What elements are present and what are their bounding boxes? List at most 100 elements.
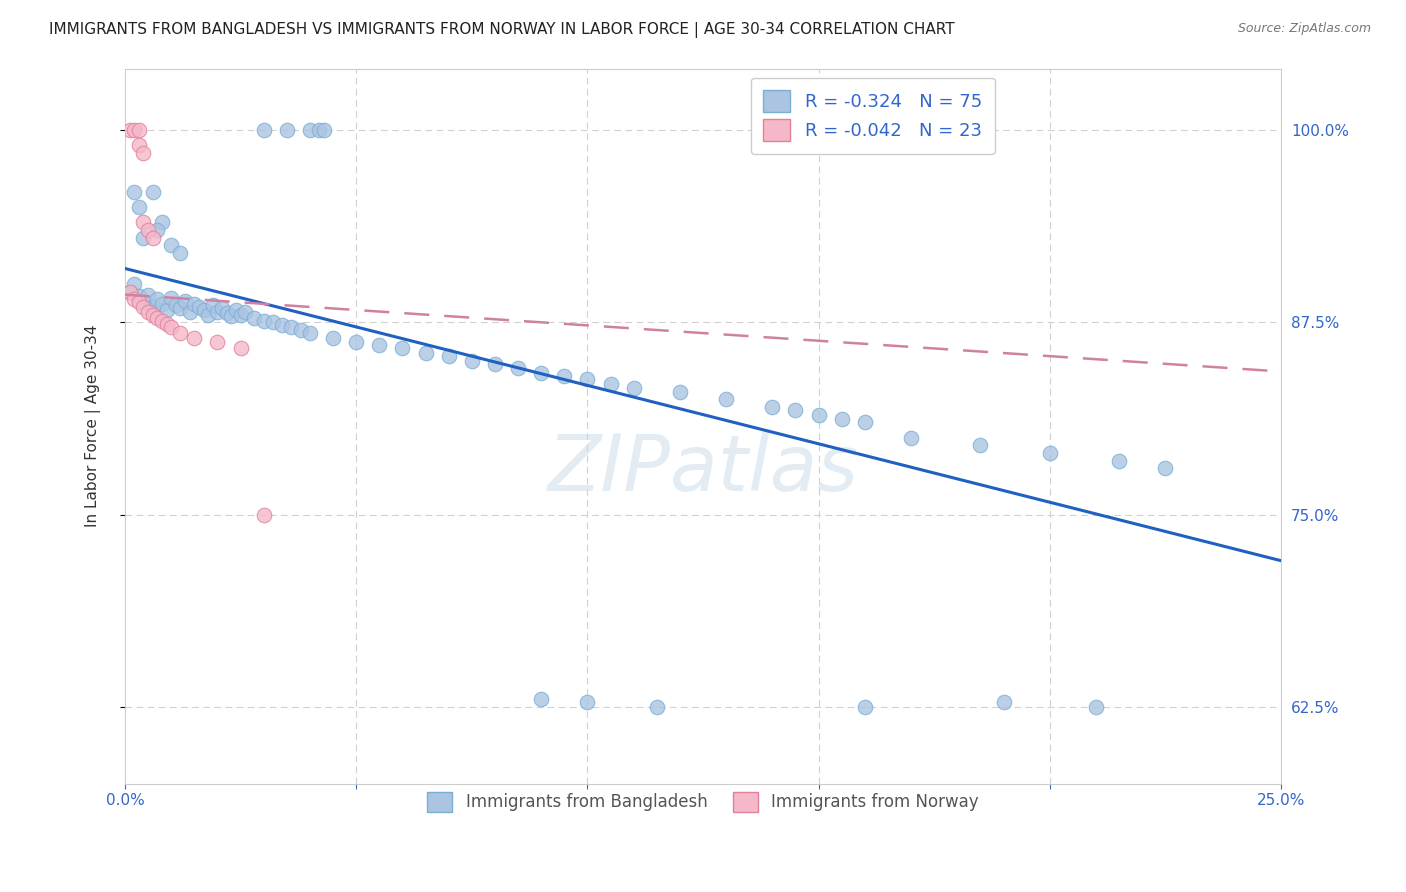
Point xyxy=(253,508,276,522)
Point xyxy=(160,291,183,305)
Point xyxy=(290,323,312,337)
Point xyxy=(1154,461,1177,475)
Text: IMMIGRANTS FROM BANGLADESH VS IMMIGRANTS FROM NORWAY IN LABOR FORCE | AGE 30-34 : IMMIGRANTS FROM BANGLADESH VS IMMIGRANTS… xyxy=(49,22,955,38)
Point xyxy=(211,301,233,316)
Point xyxy=(142,308,165,322)
Point xyxy=(128,295,150,310)
Point xyxy=(276,123,298,137)
Point xyxy=(271,318,294,333)
Point xyxy=(576,372,599,386)
Point xyxy=(219,309,242,323)
Point xyxy=(146,310,169,325)
Point xyxy=(243,310,266,325)
Point xyxy=(132,295,155,310)
Point xyxy=(1039,446,1062,460)
Point xyxy=(853,415,876,429)
Point xyxy=(623,381,645,395)
Point xyxy=(128,289,150,303)
Point xyxy=(900,431,922,445)
Point xyxy=(183,297,205,311)
Point xyxy=(415,346,437,360)
Point xyxy=(253,123,276,137)
Point xyxy=(262,315,284,329)
Point xyxy=(391,342,413,356)
Point xyxy=(215,306,238,320)
Point xyxy=(169,246,191,260)
Point xyxy=(484,357,506,371)
Point xyxy=(142,185,165,199)
Point xyxy=(122,277,145,291)
Point xyxy=(179,304,201,318)
Point xyxy=(150,215,173,229)
Point xyxy=(193,303,215,318)
Text: Source: ZipAtlas.com: Source: ZipAtlas.com xyxy=(1237,22,1371,36)
Point xyxy=(136,304,159,318)
Point xyxy=(553,369,575,384)
Point xyxy=(160,320,183,334)
Point xyxy=(322,331,344,345)
Point xyxy=(530,366,553,380)
Text: ZIPatlas: ZIPatlas xyxy=(547,431,859,507)
Y-axis label: In Labor Force | Age 30-34: In Labor Force | Age 30-34 xyxy=(86,325,101,527)
Point xyxy=(645,699,668,714)
Point xyxy=(298,123,321,137)
Point xyxy=(146,223,169,237)
Point xyxy=(233,304,256,318)
Point xyxy=(344,335,367,350)
Point xyxy=(155,303,177,318)
Point xyxy=(207,304,229,318)
Point xyxy=(128,123,150,137)
Point xyxy=(993,695,1015,709)
Point xyxy=(174,293,197,308)
Point xyxy=(146,292,169,306)
Point xyxy=(280,320,302,334)
Point xyxy=(118,285,141,299)
Point xyxy=(969,438,991,452)
Point xyxy=(225,303,247,318)
Point xyxy=(761,400,783,414)
Point xyxy=(136,223,159,237)
Point xyxy=(312,123,335,137)
Point xyxy=(142,300,165,314)
Point xyxy=(599,376,621,391)
Point xyxy=(461,353,484,368)
Point xyxy=(122,292,145,306)
Point xyxy=(136,287,159,301)
Point xyxy=(530,692,553,706)
Point xyxy=(122,185,145,199)
Point xyxy=(714,392,737,407)
Point xyxy=(437,349,460,363)
Point xyxy=(142,230,165,244)
Point xyxy=(229,308,252,322)
Point xyxy=(197,308,219,322)
Point xyxy=(169,326,191,340)
Point xyxy=(122,123,145,137)
Point xyxy=(128,138,150,153)
Point xyxy=(207,335,229,350)
Point xyxy=(785,403,807,417)
Point xyxy=(229,342,252,356)
Point xyxy=(506,361,529,376)
Point xyxy=(308,123,330,137)
Point xyxy=(118,123,141,137)
Point xyxy=(132,215,155,229)
Point xyxy=(150,297,173,311)
Point xyxy=(132,300,155,314)
Point xyxy=(169,301,191,316)
Point xyxy=(253,314,276,328)
Point xyxy=(118,285,141,299)
Point xyxy=(128,200,150,214)
Point xyxy=(160,238,183,252)
Point xyxy=(183,331,205,345)
Point xyxy=(853,699,876,714)
Point xyxy=(1108,454,1130,468)
Point xyxy=(187,300,209,314)
Point xyxy=(201,298,224,312)
Point xyxy=(132,146,155,161)
Point xyxy=(807,408,830,422)
Point xyxy=(155,317,177,331)
Point xyxy=(150,314,173,328)
Point xyxy=(298,326,321,340)
Legend: Immigrants from Bangladesh, Immigrants from Norway: Immigrants from Bangladesh, Immigrants f… xyxy=(415,779,991,825)
Point xyxy=(576,695,599,709)
